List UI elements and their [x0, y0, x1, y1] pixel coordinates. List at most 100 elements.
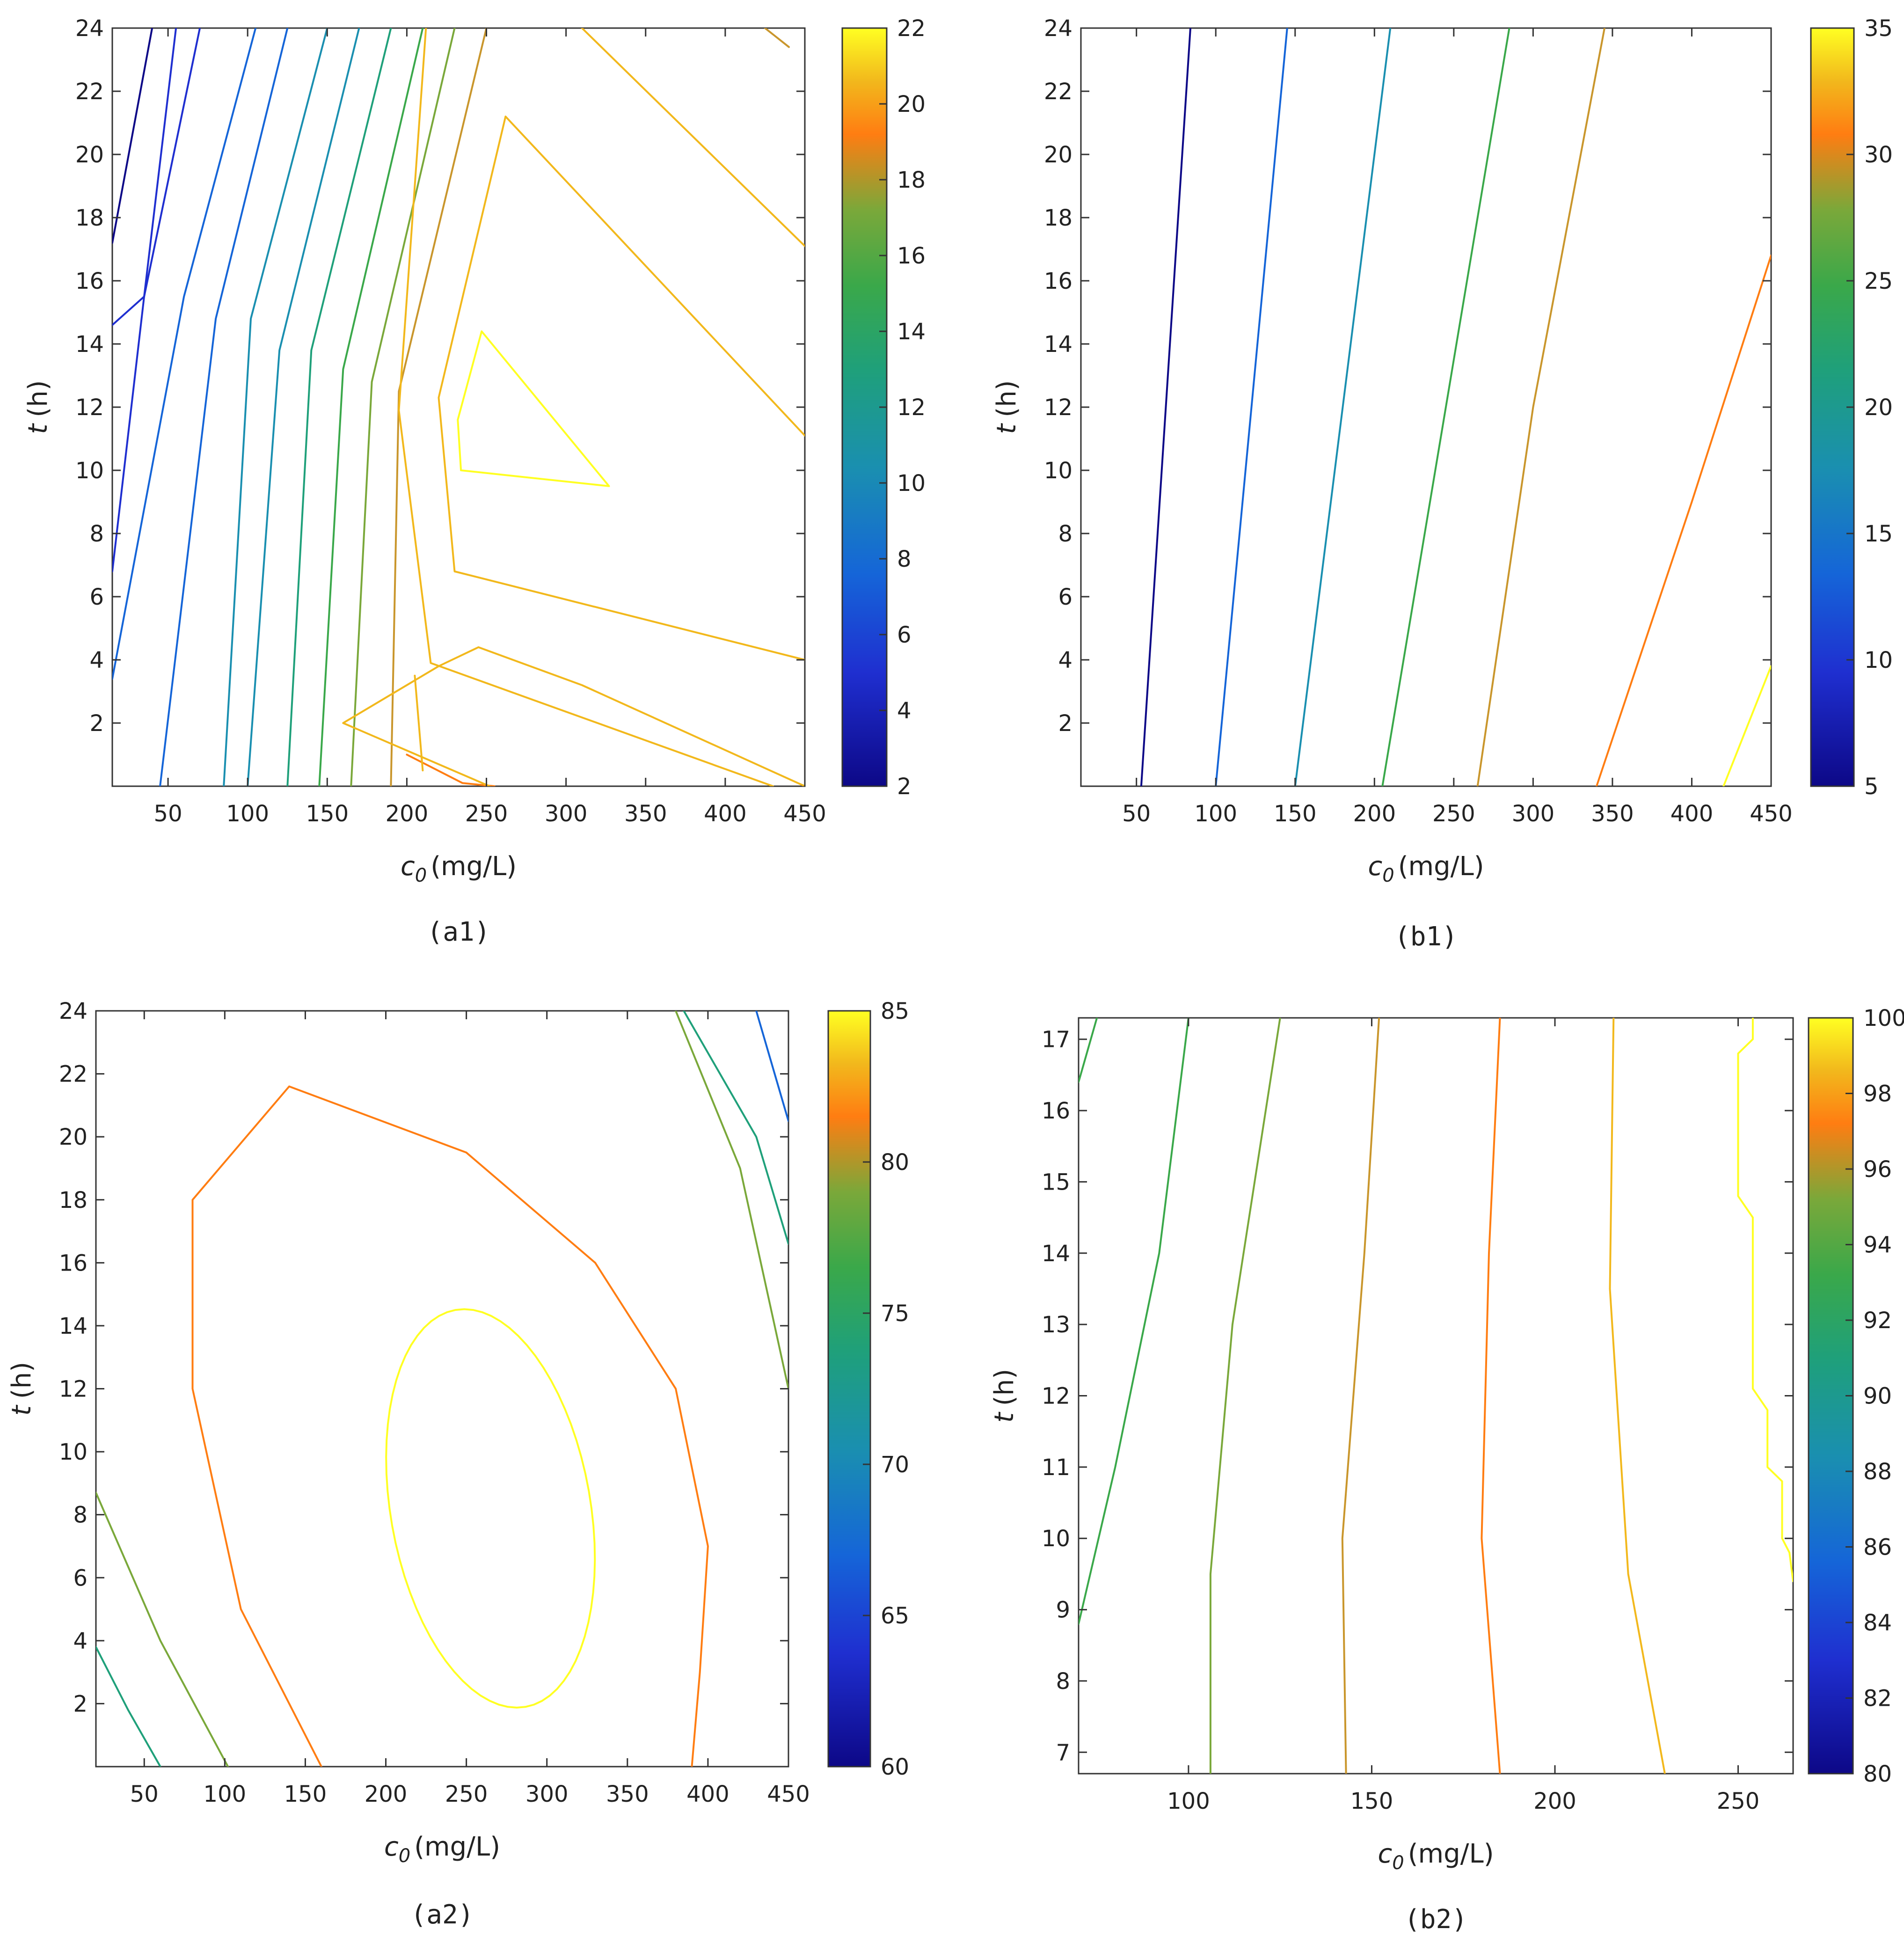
x-tick-label: 300	[1512, 801, 1555, 827]
x-axis-label: c0 (mg/L)	[1378, 1839, 1494, 1874]
x-axis-var: c	[1378, 1839, 1392, 1869]
colorbar-tick-label: 82	[1863, 1686, 1892, 1712]
colorbar-tick-label: 20	[897, 91, 926, 117]
colorbar-tick-label: 85	[881, 998, 909, 1024]
contour-line-93	[1341, 1018, 1380, 1774]
y-tick-label: 22	[75, 79, 104, 105]
colorbar-tick-label: 94	[1863, 1232, 1892, 1258]
x-tick-label: 150	[1350, 1788, 1393, 1814]
y-axis-var: t	[23, 423, 53, 434]
y-axis-var: t	[989, 1411, 1020, 1423]
contour-line-12	[318, 28, 424, 786]
y-tick-label: 8	[1056, 1668, 1070, 1695]
x-tick-label: 400	[1671, 801, 1714, 827]
x-tick-label: 150	[284, 1781, 327, 1807]
y-axis-unit: (h)	[23, 380, 53, 417]
x-tick-label: 250	[1717, 1788, 1760, 1814]
x-axis-var: c	[384, 1832, 399, 1862]
y-tick-label: 16	[59, 1250, 88, 1276]
colorbar-tick-label: 16	[897, 243, 926, 269]
contour-panel-b2: 100 150 200 250 7 8 9 10 11 12 13 14 15 16 17 c0 (mg/L) t…	[989, 1005, 1904, 1935]
colorbar-tick-label: 98	[1863, 1081, 1892, 1107]
x-tick-label: 450	[1750, 801, 1793, 827]
contour-line-5	[112, 28, 257, 680]
contour-line-20	[398, 28, 774, 786]
y-tick-label: 16	[1042, 1098, 1070, 1124]
x-axis-label: c0 (mg/L)	[384, 1832, 500, 1867]
contour-lines	[112, 28, 805, 786]
colorbar-tick-label: 15	[1864, 521, 1893, 547]
x-axis-var: c	[1368, 851, 1382, 882]
contour-line-100	[1737, 1018, 1793, 1582]
y-tick-label: 11	[1042, 1454, 1070, 1481]
contour-line-19.5	[342, 646, 805, 786]
x-tick-label: 100	[226, 801, 269, 827]
x-tick-label: 250	[1432, 801, 1475, 827]
y-tick-label: 12	[75, 395, 104, 421]
y-tick-label: 6	[1058, 584, 1072, 610]
contour-line-89	[1079, 1018, 1098, 1083]
y-tick-label: 14	[1042, 1241, 1070, 1267]
contour-line-6	[1140, 28, 1191, 786]
y-tick-label: 6	[73, 1565, 88, 1591]
contour-line-70	[96, 1646, 161, 1767]
x-tick-label: 100	[204, 1781, 247, 1807]
contour-line-20.5	[438, 116, 805, 661]
x-tick-label: 200	[1353, 801, 1396, 827]
contour-line-30	[1596, 255, 1771, 786]
x-tick-label: 50	[1122, 801, 1151, 827]
y-tick-label: 8	[1058, 521, 1072, 547]
y-tick-label: 2	[1058, 710, 1072, 737]
x-tick-label: 250	[445, 1781, 488, 1807]
x-axis-sub: 0	[1392, 1852, 1404, 1874]
colorbar-tick-label: 60	[881, 1754, 909, 1780]
y-tick-label: 20	[1044, 142, 1072, 168]
panel-label: (a2)	[411, 1900, 474, 1930]
colorbar-tick-label: 10	[1864, 647, 1893, 673]
y-tick-label: 18	[75, 205, 104, 231]
y-tick-label: 7	[1056, 1739, 1070, 1766]
y-tick-label: 15	[1042, 1169, 1070, 1195]
colorbar-tick-label: 18	[897, 167, 926, 193]
y-tick-label: 18	[59, 1187, 88, 1213]
colorbar	[827, 1010, 871, 1768]
contour-line-16	[390, 28, 488, 786]
contour-line-20	[1381, 28, 1510, 786]
colorbar-tick-label: 12	[897, 395, 926, 421]
x-axis-label: c0 (mg/L)	[1368, 851, 1484, 886]
contour-line-25	[1476, 28, 1605, 786]
y-tick-label: 18	[1044, 205, 1072, 231]
contour-line-35	[1722, 665, 1771, 786]
contour-line-80	[191, 1085, 709, 1767]
y-tick-label: 4	[73, 1628, 88, 1654]
colorbar-tick-label: 30	[1864, 142, 1893, 168]
x-axis-unit: (mg/L)	[430, 851, 517, 882]
contour-line-2	[112, 28, 153, 244]
y-tick-label: 14	[59, 1313, 88, 1339]
x-tick-label: 300	[545, 801, 588, 827]
y-axis-label: t (h)	[7, 1362, 37, 1416]
y-tick-label: 16	[1044, 268, 1072, 294]
contour-line-22	[457, 330, 610, 487]
x-tick-label: 100	[1167, 1788, 1210, 1814]
y-tick-label: 8	[89, 521, 104, 547]
panel-label: (a1)	[427, 917, 490, 947]
y-tick-label: 2	[73, 1691, 88, 1717]
y-tick-label: 22	[1044, 79, 1072, 105]
x-axis-unit: (mg/L)	[414, 1832, 500, 1862]
x-tick-label: 200	[365, 1781, 408, 1807]
colorbar-tick-label: 35	[1864, 15, 1893, 42]
contour-panel-a2: 50 100 150 200 250 300 350 400 45024681012141618…	[7, 998, 909, 1930]
y-axis-var: t	[7, 1404, 37, 1416]
x-tick-label: 450	[783, 801, 826, 827]
colorbar-tick-label: 92	[1863, 1308, 1892, 1334]
x-tick-label: 50	[154, 801, 182, 827]
colorbar-tick-label: 10	[897, 470, 926, 497]
colorbar-tick-label: 84	[1863, 1610, 1892, 1636]
colorbar-tick-label: 22	[897, 15, 926, 42]
y-tick-label: 20	[59, 1124, 88, 1150]
contour-line-75	[96, 1491, 229, 1767]
x-axis-unit: (mg/L)	[1398, 851, 1484, 882]
colorbar-tick-label: 100	[1863, 1005, 1904, 1031]
